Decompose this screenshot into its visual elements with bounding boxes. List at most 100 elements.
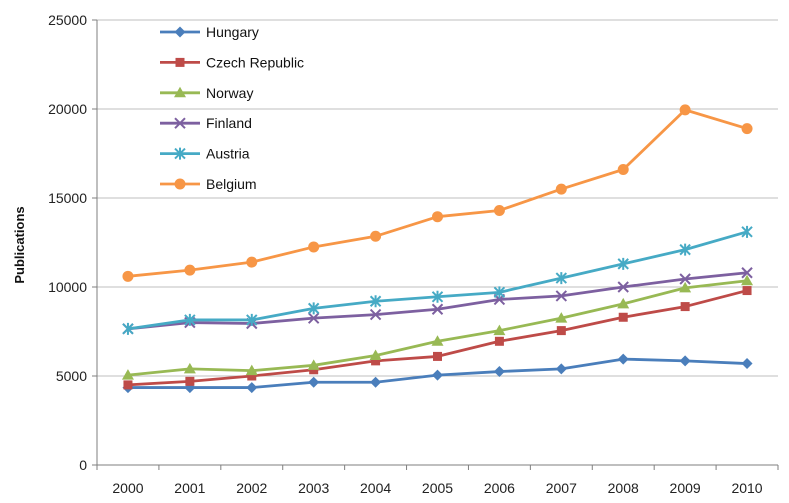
data-point [679,104,691,116]
x-tick-label: 2006 [484,480,515,496]
data-point [307,359,320,370]
data-point [433,351,442,361]
data-point [556,326,566,336]
series-austria [122,225,753,335]
data-point [246,382,258,394]
legend-item: Austria [160,146,250,162]
x-tick-label: 2007 [546,480,577,496]
legend-marker [174,86,186,98]
legend-marker [174,26,186,38]
legend-item: Belgium [160,176,257,192]
data-point [493,204,505,216]
data-point [741,267,753,279]
legend-item: Czech Republic [160,54,304,70]
data-point [308,376,320,388]
data-point [431,290,444,303]
data-point [679,281,692,293]
data-point [370,376,382,388]
data-point [741,358,753,370]
data-point [307,312,320,324]
grid-lines [97,19,778,377]
legend: Hungary Czech Republic Norway Finland Austri… [160,24,304,192]
legend-marker [174,178,186,190]
data-point [617,164,629,176]
y-tick-label: 20000 [48,101,87,117]
legend-item: Finland [160,115,252,131]
x-tick-label: 2003 [298,480,329,496]
data-point [308,241,320,253]
x-tick-label: 2009 [670,480,701,496]
data-point [555,183,567,195]
data-point [122,322,134,335]
data-point [494,336,504,346]
data-point [123,380,133,390]
series-line [127,108,748,278]
series-lines [121,104,754,394]
data-point [184,264,196,276]
series-belgium [122,104,753,282]
data-point [246,313,258,326]
series-hungary [122,353,753,394]
data-point [493,366,505,378]
legend-item: Norway [160,85,253,101]
legend-label: Finland [206,115,252,131]
series-norway [121,274,754,380]
data-point [617,257,629,270]
data-point [307,302,320,315]
data-point [742,286,752,296]
data-point [184,313,196,326]
y-tick-label: 15000 [48,190,87,206]
data-point [122,270,134,282]
data-point [555,312,568,323]
data-point [555,363,567,375]
data-point [183,362,196,374]
axes [92,19,779,470]
data-point [741,274,754,286]
y-axis-label: Publications [12,206,27,283]
data-point [369,295,382,308]
x-tick-label: 2010 [731,480,762,496]
x-tick-label: 2004 [360,480,391,496]
legend-marker [174,147,186,160]
x-tick-label: 2001 [174,480,205,496]
x-tick-label: 2008 [608,480,639,496]
legend-label: Norway [206,85,253,101]
legend-label: Czech Republic [206,54,304,70]
data-point [617,353,629,365]
legend-label: Hungary [206,24,259,40]
data-point [617,281,629,293]
data-point [680,302,690,312]
y-tick-label: 10000 [48,279,87,295]
data-point [369,349,382,361]
data-point [493,286,506,299]
y-tick-label: 5000 [56,368,87,384]
data-point [555,272,568,285]
data-point [555,290,568,302]
data-point [493,324,506,336]
y-tick-label: 0 [79,457,87,473]
data-point [679,355,691,367]
legend-item: Hungary [160,24,259,40]
legend-label: Austria [206,146,250,162]
x-tick-labels: 2000 2001 2002 2003 2004 2005 2006 2007 2008 2009… [112,480,762,496]
y-tick-labels: 0 5000 10000 15000 20000 25000 [48,12,87,473]
data-point [679,243,691,256]
legend-label: Belgium [206,176,257,192]
legend-marker [175,57,185,67]
data-point [431,335,444,346]
data-point [245,364,258,376]
data-point [618,312,628,322]
data-point [370,230,382,242]
data-point [741,225,753,238]
data-point [432,369,443,381]
data-point [247,371,257,381]
data-point [741,123,753,135]
y-tick-label: 25000 [48,12,87,28]
x-tick-label: 2005 [422,480,453,496]
data-point [371,356,381,366]
series-line [127,230,748,331]
x-tick-label: 2002 [236,480,267,496]
legend-marker [174,117,186,129]
series-finland [122,267,753,335]
